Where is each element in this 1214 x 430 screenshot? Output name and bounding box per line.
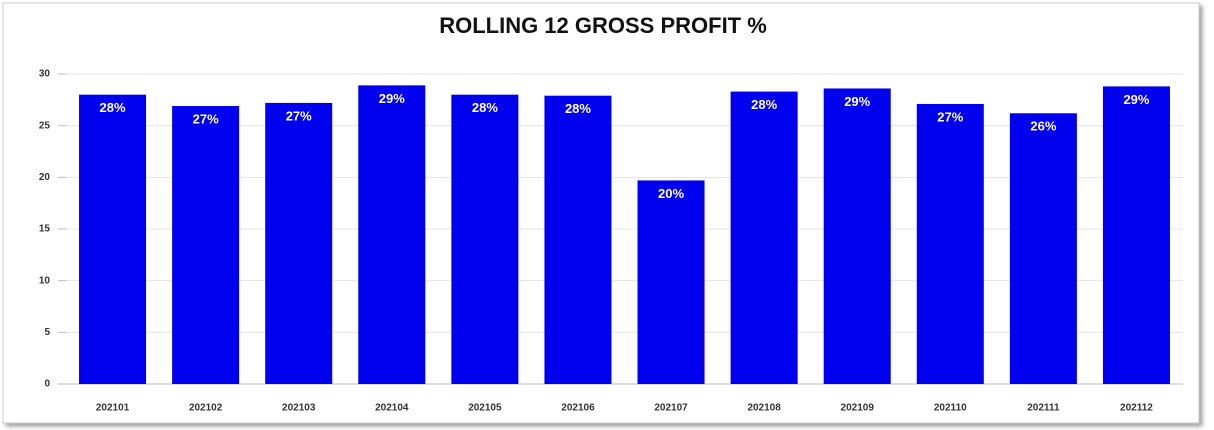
x-tick-label: 202109 bbox=[841, 403, 875, 414]
x-tick-label: 202112 bbox=[1120, 403, 1153, 414]
data-label: 28% bbox=[565, 101, 591, 116]
y-tick-label: 25 bbox=[39, 120, 51, 131]
bar bbox=[730, 91, 798, 385]
x-tick-label: 202102 bbox=[189, 403, 223, 414]
bar bbox=[1009, 113, 1077, 385]
x-tick-label: 202111 bbox=[1027, 403, 1060, 414]
bar bbox=[451, 94, 519, 385]
y-tick-label: 5 bbox=[44, 327, 50, 338]
data-label: 28% bbox=[751, 97, 777, 112]
data-label: 20% bbox=[658, 186, 684, 201]
x-tick-label: 202106 bbox=[561, 403, 595, 414]
x-tick-label: 202104 bbox=[375, 403, 409, 414]
bar bbox=[358, 85, 426, 384]
chart-title: ROLLING 12 GROSS PROFIT % bbox=[439, 13, 767, 38]
y-tick-label: 15 bbox=[39, 224, 51, 235]
data-label: 28% bbox=[100, 100, 126, 115]
y-tick-label: 30 bbox=[39, 69, 51, 80]
bar bbox=[823, 88, 891, 384]
bar bbox=[172, 106, 240, 385]
data-label: 27% bbox=[193, 111, 219, 126]
data-label: 29% bbox=[1123, 92, 1149, 107]
bar bbox=[1102, 86, 1170, 385]
x-tick-label: 202101 bbox=[96, 403, 130, 414]
data-label: 27% bbox=[937, 109, 963, 124]
x-tick-label: 202110 bbox=[934, 403, 967, 414]
bar bbox=[637, 180, 705, 384]
y-tick-label: 20 bbox=[39, 172, 51, 183]
bar bbox=[265, 102, 333, 384]
x-tick-label: 202108 bbox=[747, 403, 781, 414]
data-label: 29% bbox=[379, 91, 405, 106]
data-label: 29% bbox=[844, 94, 870, 109]
data-label: 28% bbox=[472, 100, 498, 115]
bar bbox=[544, 95, 612, 384]
x-tick-label: 202103 bbox=[282, 403, 316, 414]
bar bbox=[79, 94, 147, 385]
x-tick-label: 202105 bbox=[468, 403, 502, 414]
y-tick-label: 0 bbox=[44, 379, 50, 390]
x-tick-label: 202107 bbox=[654, 403, 688, 414]
data-label: 26% bbox=[1030, 119, 1056, 134]
y-tick-label: 10 bbox=[39, 275, 51, 286]
bar bbox=[916, 103, 984, 384]
data-label: 27% bbox=[286, 108, 312, 123]
